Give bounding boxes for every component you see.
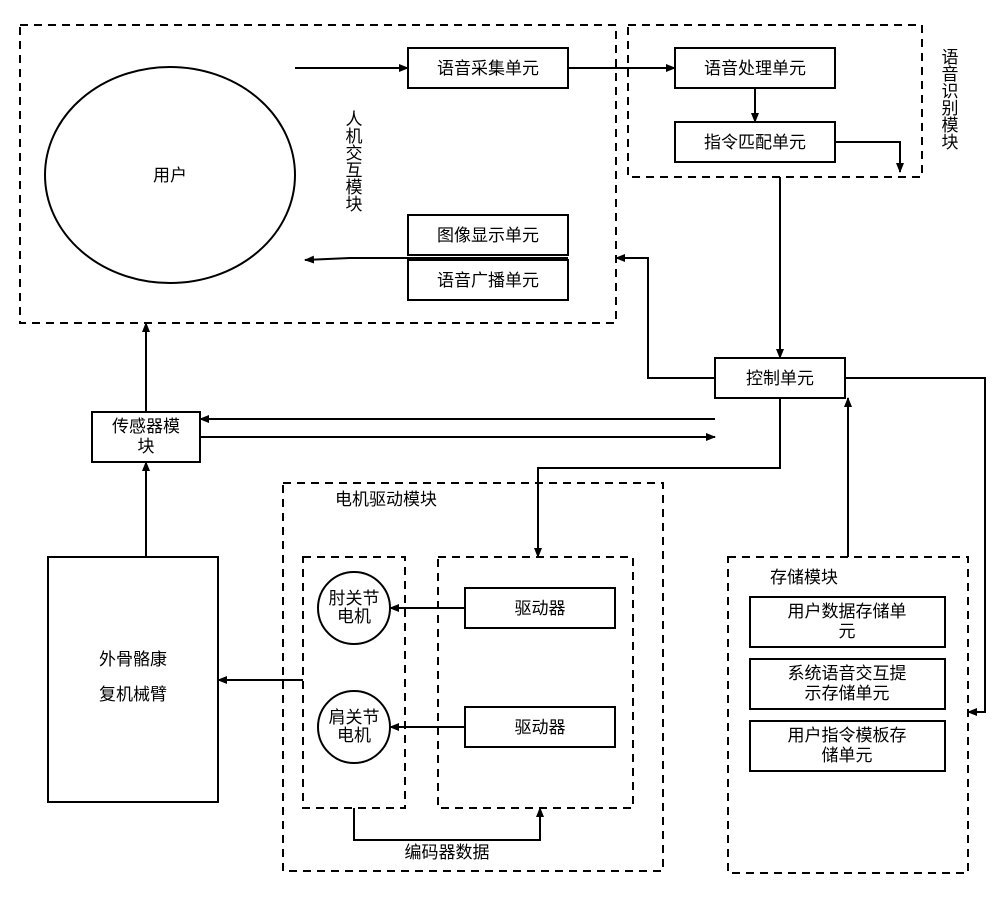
arrow-control-down-to-motor (538, 398, 780, 557)
asr-module-label: 语音识别模块 (939, 48, 959, 150)
image-display-label: 图像显示单元 (437, 226, 539, 245)
driver1-label: 驱动器 (515, 599, 566, 618)
control-unit-label: 控制单元 (746, 369, 814, 388)
user-data-store-label-1: 用户数据存储单 (788, 602, 907, 621)
user-cmd-store-label-2: 储单元 (822, 746, 873, 765)
voice-process-label: 语音处理单元 (704, 59, 806, 78)
arrow-instr-match-down-right (835, 142, 900, 172)
encoder-data-label: 编码器数据 (405, 843, 490, 862)
shoulder-motor-label-1: 肩关节 (329, 708, 380, 727)
driver2-label: 驱动器 (515, 718, 566, 737)
voice-broadcast-label: 语音广播单元 (437, 271, 539, 290)
exo-arm-box (48, 557, 218, 802)
exo-arm-label-1: 外骨骼康 (99, 650, 167, 669)
system-diagram: 用户 人机交互模块 语音识别模块 语音采集单元 语音处理单元 指令匹配单元 图像… (0, 0, 1000, 909)
sys-voice-store-label-1: 系统语音交互提 (788, 664, 907, 683)
user-data-store-label-2: 元 (839, 622, 856, 641)
storage-module-label: 存储模块 (770, 568, 838, 587)
elbow-motor-label-2: 电机 (337, 607, 371, 626)
arrow-encoder-data (354, 808, 540, 840)
sys-voice-store-label-2: 示存储单元 (805, 684, 890, 703)
hmi-module-label: 人机交互模块 (343, 110, 363, 212)
instr-match-label: 指令匹配单元 (704, 133, 806, 152)
sensor-module-label-1: 传感器模 (112, 417, 180, 436)
sensor-module-label-2: 块 (138, 437, 155, 456)
voice-collect-label: 语音采集单元 (437, 59, 539, 78)
user-cmd-store-label-1: 用户指令模板存 (788, 726, 907, 745)
shoulder-motor-label-2: 电机 (337, 726, 371, 745)
arrow-control-to-display-broadcast (616, 258, 715, 378)
motor-module-label: 电机驱动模块 (335, 490, 437, 509)
user-label: 用户 (153, 166, 187, 185)
elbow-motor-label-1: 肘关节 (329, 589, 380, 608)
exo-arm-label-2: 复机械臂 (99, 685, 167, 704)
group-motor (283, 483, 663, 871)
